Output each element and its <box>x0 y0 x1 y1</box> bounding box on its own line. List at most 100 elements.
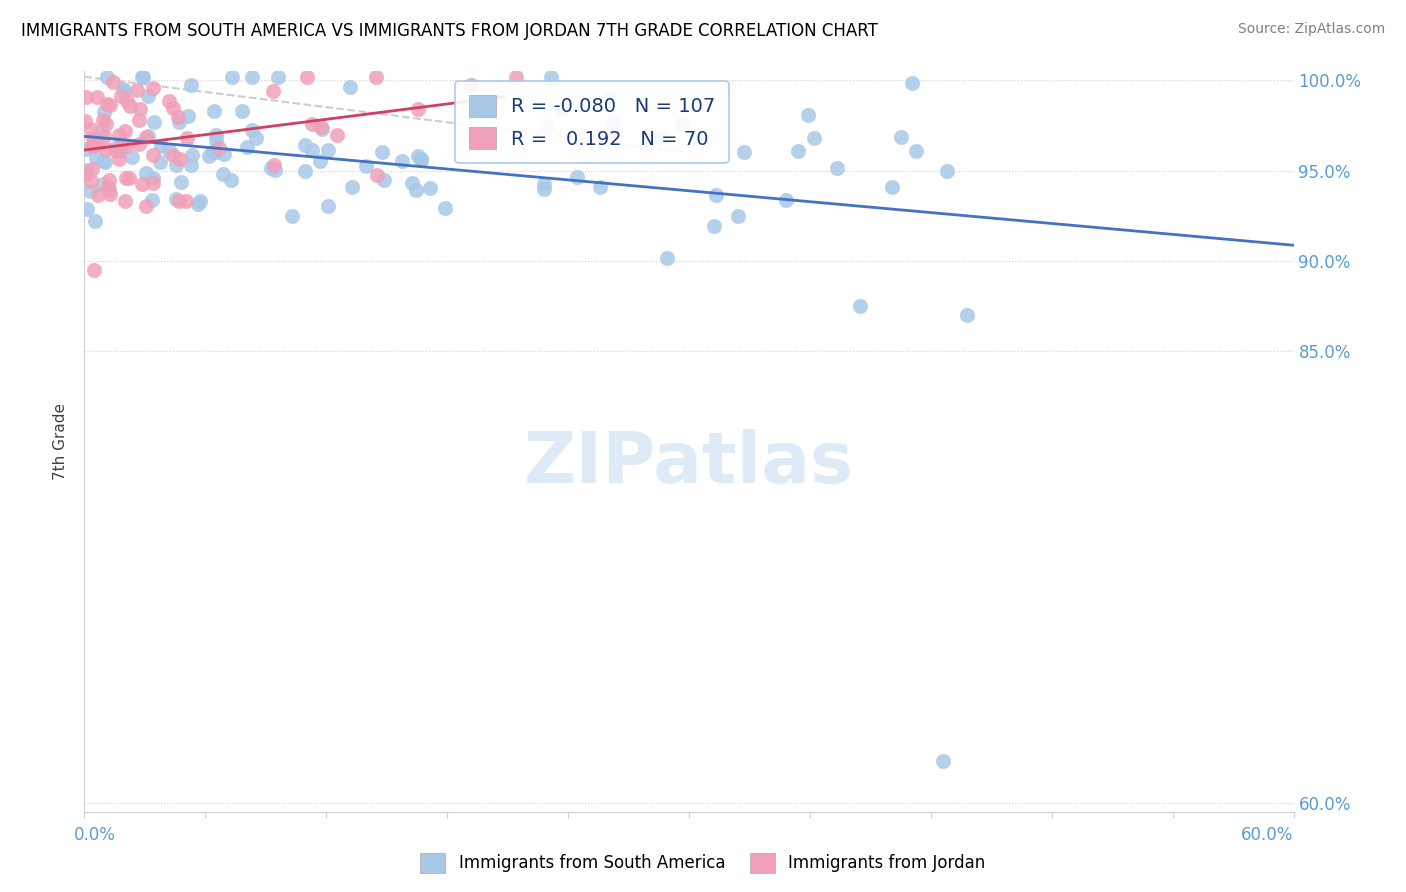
Point <box>91 154 114 169</box>
Text: 0.0%: 0.0% <box>75 826 117 844</box>
Point <box>91 178 114 192</box>
Point <box>280 210 302 224</box>
Point <box>796 108 818 122</box>
Point <box>149 155 172 169</box>
Point <box>849 299 872 313</box>
Point <box>170 175 193 189</box>
Point <box>433 201 456 215</box>
Point <box>86 90 108 104</box>
Point <box>180 158 202 172</box>
Point <box>111 81 134 95</box>
Point <box>827 161 849 175</box>
Point <box>142 170 165 185</box>
Point <box>340 180 363 194</box>
Point <box>108 144 131 158</box>
Point <box>165 158 187 172</box>
Legend: R = -0.080   N = 107, R =   0.192   N = 70: R = -0.080 N = 107, R = 0.192 N = 70 <box>456 81 730 163</box>
Point <box>371 145 394 160</box>
Point <box>207 141 229 155</box>
Point <box>167 194 190 208</box>
Point <box>775 194 797 208</box>
Point <box>84 136 107 151</box>
Point <box>115 171 138 186</box>
Point <box>162 101 184 115</box>
Point <box>93 129 115 144</box>
Point <box>235 140 257 154</box>
Point <box>91 112 114 127</box>
Point <box>141 193 163 207</box>
Point <box>167 115 190 129</box>
Point <box>79 184 101 198</box>
Point <box>75 90 97 104</box>
Point <box>132 70 155 84</box>
Point <box>935 164 957 178</box>
Text: Source: ZipAtlas.com: Source: ZipAtlas.com <box>1237 22 1385 37</box>
Point <box>128 102 150 116</box>
Point <box>142 81 165 95</box>
Point <box>904 144 927 158</box>
Point <box>111 137 134 152</box>
Point <box>391 153 413 168</box>
Point <box>567 170 589 185</box>
Point <box>117 94 139 108</box>
Point <box>136 88 159 103</box>
Point <box>704 187 727 202</box>
Point <box>83 263 105 277</box>
Point <box>105 144 128 158</box>
Point <box>219 173 242 187</box>
Point <box>83 213 105 227</box>
Point <box>309 153 332 168</box>
Text: ZIPatlas: ZIPatlas <box>524 429 853 499</box>
Point <box>142 148 165 162</box>
Point <box>205 145 228 159</box>
Point <box>405 183 427 197</box>
Point <box>260 161 283 176</box>
Point <box>240 123 263 137</box>
Point <box>786 145 808 159</box>
Point <box>96 96 118 111</box>
Point <box>118 99 141 113</box>
Point <box>301 144 323 158</box>
Point <box>326 128 349 142</box>
Point <box>96 70 118 84</box>
Point <box>162 147 184 161</box>
Point <box>901 76 924 90</box>
Point <box>408 102 430 116</box>
Point <box>135 165 157 179</box>
Point <box>97 179 120 194</box>
Point <box>803 131 825 145</box>
Point <box>187 197 209 211</box>
Point <box>135 130 157 145</box>
Point <box>540 70 562 84</box>
Point <box>83 135 105 149</box>
Point <box>176 131 198 145</box>
Point <box>169 152 191 166</box>
Point <box>82 131 104 145</box>
Point <box>76 202 98 216</box>
Legend: Immigrants from South America, Immigrants from Jordan: Immigrants from South America, Immigrant… <box>413 847 993 880</box>
Point <box>166 110 188 124</box>
Point <box>188 194 211 208</box>
Point <box>174 194 197 209</box>
Point <box>136 128 159 143</box>
Point <box>505 70 527 84</box>
Point <box>181 148 204 162</box>
Point <box>406 149 429 163</box>
Point <box>131 70 153 84</box>
Point <box>294 163 316 178</box>
Point <box>75 114 97 128</box>
Point <box>311 122 333 136</box>
Point <box>98 182 121 196</box>
Point <box>882 180 904 194</box>
Point <box>198 149 221 163</box>
Point <box>602 116 624 130</box>
Point <box>316 143 339 157</box>
Point <box>114 194 136 208</box>
Point <box>157 143 180 157</box>
Point <box>94 142 117 156</box>
Point <box>262 84 284 98</box>
Point <box>83 137 105 152</box>
Point <box>103 141 125 155</box>
Point <box>114 124 136 138</box>
Point <box>460 78 482 92</box>
